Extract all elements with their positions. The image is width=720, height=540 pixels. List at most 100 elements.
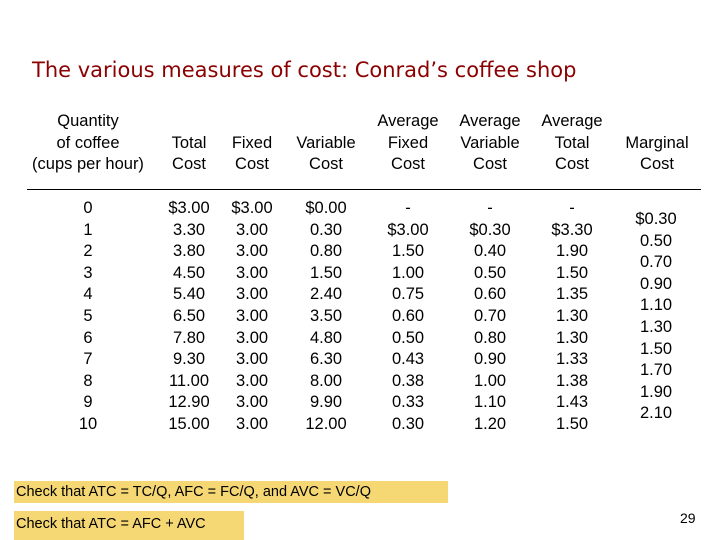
cell: 3.00 [235,414,269,433]
column-quantity: 0 1 2 3 4 5 6 7 8 9 10 [58,198,118,436]
cell: 9 [83,393,93,412]
header-quantity: Quantity of coffee (cups per hour) [22,110,154,176]
header-fixed-cost: Fixed Cost [222,110,282,176]
header-marginal-cost: Marginal Cost [614,110,700,176]
cell: $0.30 [635,210,677,228]
cell: 2 [83,242,93,261]
cell: 0 [83,199,93,217]
cell: 1.35 [555,285,589,304]
cell: 0.80 [309,242,343,261]
header-line: Total [171,133,207,152]
cell: 1.10 [639,296,673,315]
cell: 3 [83,263,93,282]
cell: 0.90 [639,274,673,293]
cell: $3.00 [168,199,210,217]
cell: 10 [78,414,98,433]
cell: 4.50 [172,263,206,282]
header-line: of coffee [56,133,120,152]
cell: 0.60 [473,285,507,304]
cell: 5.40 [172,285,206,304]
cell: 0.33 [391,393,425,412]
cell: 0.30 [309,220,343,239]
cell: 3.80 [172,242,206,261]
check-note-averages: Check that ATC = TC/Q, AFC = FC/Q, and A… [14,481,448,503]
header-line: Cost [473,155,507,174]
header-line: Cost [555,155,589,174]
cell: 0.40 [473,242,507,261]
cell: $3.00 [387,220,429,239]
cell: $0.00 [305,199,347,217]
cell: 1.90 [555,242,589,261]
cell: 0.70 [639,253,673,272]
header-average-fixed-cost: Average Fixed Cost [370,110,446,176]
cell: 1.30 [555,328,589,347]
cell: 5 [83,306,93,325]
cell: 1.10 [473,393,507,412]
cell: 1.43 [555,393,589,412]
cell: 7.80 [172,328,206,347]
cell: 8.00 [309,371,343,390]
header-line: Fixed [387,133,429,152]
cell: 0.50 [391,328,425,347]
cell: 12.00 [305,414,347,433]
cell: 1.30 [555,306,589,325]
cell: - [569,199,575,217]
column-marginal-cost: $0.30 0.50 0.70 0.90 1.10 1.30 1.50 1.70… [622,209,690,425]
header-line: Cost [640,155,674,174]
cell: 3.00 [235,285,269,304]
cell: 0.50 [473,263,507,282]
cell: 3.00 [235,350,269,369]
cell: - [405,199,411,217]
cell: 4 [83,285,93,304]
header-line: Cost [235,155,269,174]
cell: 0.90 [473,350,507,369]
cell: 1.30 [639,317,673,336]
cell: 1.50 [309,263,343,282]
check-note-atc-sum: Check that ATC = AFC + AVC [14,511,244,540]
cell: 6.50 [172,306,206,325]
column-average-fixed-cost: - $3.00 1.50 1.00 0.75 0.60 0.50 0.43 0.… [374,198,442,436]
column-average-variable-cost: - $0.30 0.40 0.50 0.60 0.70 0.80 0.90 1.… [456,198,524,436]
cell: 3.00 [235,371,269,390]
cell: 6.30 [309,350,343,369]
slide-title: The various measures of cost: Conrad’s c… [32,58,577,82]
cell: 0.38 [391,371,425,390]
cell: 1.33 [555,350,589,369]
column-average-total-cost: - $3.30 1.90 1.50 1.35 1.30 1.30 1.33 1.… [538,198,606,436]
cell: 3.00 [235,242,269,261]
cell: 0.75 [391,285,425,304]
header-divider [27,189,701,190]
cell: 3.00 [235,328,269,347]
cell: $3.00 [231,199,273,217]
cell: 3.00 [235,220,269,239]
cell: $3.30 [551,220,593,239]
header-line: Marginal [625,133,689,152]
cell: 1.00 [473,371,507,390]
cell: 4.80 [309,328,343,347]
cell: 3.50 [309,306,343,325]
header-line: Cost [172,155,206,174]
header-line: Fixed [231,133,273,152]
cell: 3.00 [235,393,269,412]
cell: 0.50 [639,231,673,250]
header-line: Quantity [57,112,119,131]
header-average-variable-cost: Average Variable Cost [452,110,528,176]
cell: 3.00 [235,263,269,282]
cell: 1 [83,220,93,239]
header-line: Cost [309,155,343,174]
cell: 9.90 [309,393,343,412]
header-line: Average [377,112,439,131]
column-total-cost: $3.00 3.30 3.80 4.50 5.40 6.50 7.80 9.30… [156,198,222,436]
cell: 12.90 [168,393,210,412]
cell: 3.00 [235,306,269,325]
cell: 1.50 [555,263,589,282]
cell: 11.00 [168,371,210,390]
header-total-cost: Total Cost [156,110,222,176]
cell: 2.10 [639,404,673,423]
cell: 1.90 [639,382,673,401]
header-line: Variable [296,133,356,152]
page-number: 29 [680,510,696,526]
cell: 0.70 [473,306,507,325]
cell: 0.30 [391,414,425,433]
header-line: Variable [460,133,520,152]
